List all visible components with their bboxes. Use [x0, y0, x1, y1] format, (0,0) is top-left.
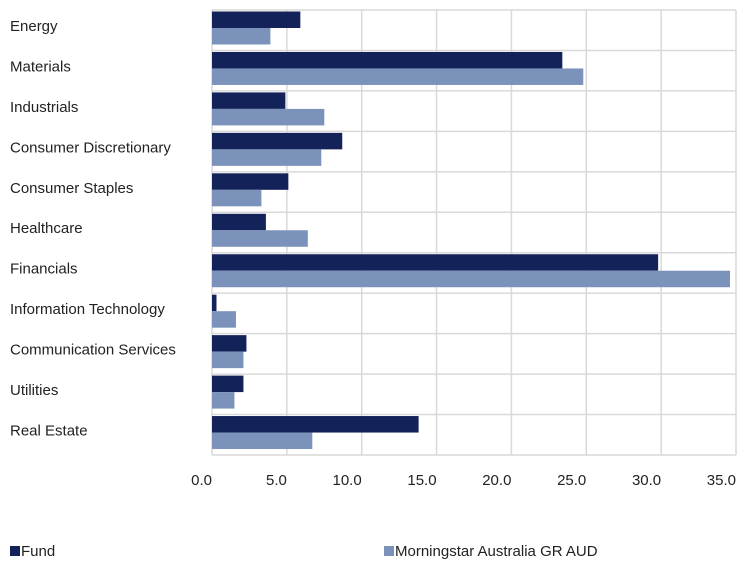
category-label: Information Technology [10, 301, 165, 318]
bar [212, 173, 289, 190]
category-label: Real Estate [10, 423, 88, 440]
bar [212, 149, 322, 166]
bar [212, 230, 308, 247]
category-label: Utilities [10, 382, 58, 399]
bar [212, 432, 313, 450]
category-label: Consumer Discretionary [10, 139, 171, 156]
x-tick-label: 0.0 [191, 472, 212, 489]
bar [212, 392, 235, 409]
bar [212, 254, 659, 271]
bar [212, 294, 217, 312]
x-tick-label: 5.0 [266, 472, 287, 489]
bar [212, 189, 262, 207]
category-label: Materials [10, 58, 71, 75]
x-tick-label: 35.0 [707, 472, 736, 489]
bar [212, 51, 563, 69]
bar [212, 92, 286, 109]
bar [212, 270, 731, 288]
x-tick-label: 30.0 [632, 472, 661, 489]
bar [212, 351, 244, 369]
bar [212, 11, 301, 28]
category-label: Communication Services [10, 342, 176, 359]
bar [212, 68, 584, 85]
legend-swatch [10, 546, 20, 556]
x-tick-label: 25.0 [557, 472, 586, 489]
x-tick-label: 10.0 [333, 472, 362, 489]
bar [212, 28, 271, 45]
bar [212, 335, 247, 352]
bar [212, 108, 325, 126]
bar [212, 213, 266, 231]
category-label: Energy [10, 18, 58, 35]
legend-label: Morningstar Australia GR AUD [395, 543, 598, 560]
legend-label: Fund [21, 543, 55, 560]
category-label: Consumer Staples [10, 180, 133, 197]
bar [212, 132, 343, 150]
legend-swatch [384, 546, 394, 556]
category-label: Healthcare [10, 220, 83, 237]
category-label: Financials [10, 261, 78, 278]
bar [212, 375, 244, 393]
category-label: Industrials [10, 99, 78, 116]
bar [212, 311, 236, 328]
x-tick-label: 15.0 [407, 472, 436, 489]
bar [212, 416, 419, 433]
x-tick-label: 20.0 [482, 472, 511, 489]
